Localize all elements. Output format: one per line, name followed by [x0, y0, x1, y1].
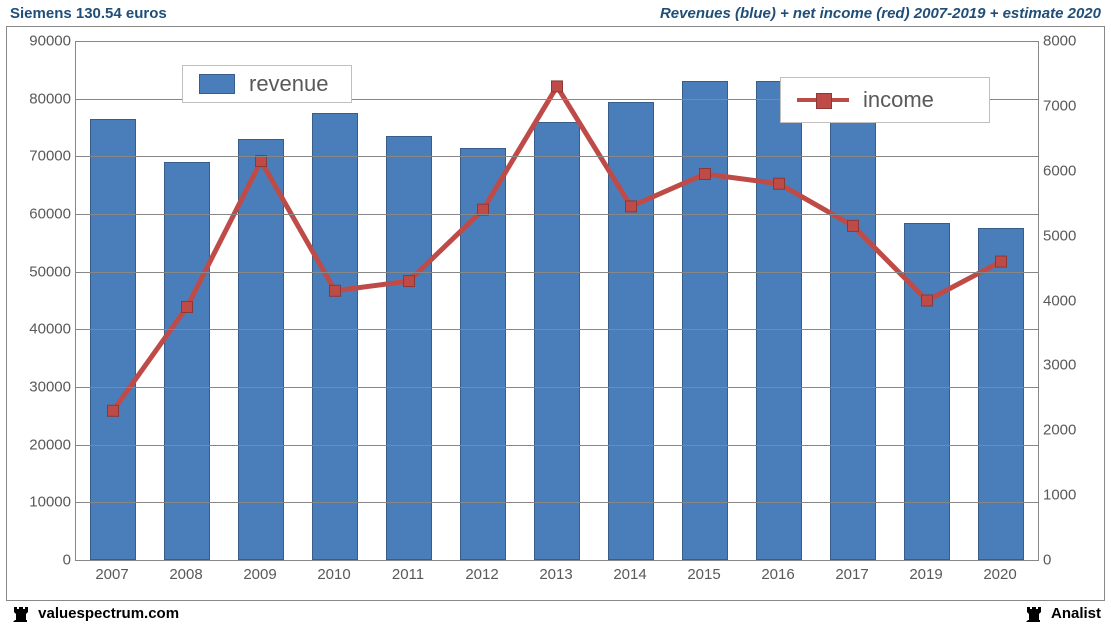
- revenue-bar: [534, 122, 580, 560]
- x-tick-label: 2012: [465, 566, 498, 583]
- footer-right-text: Analist: [1051, 605, 1101, 622]
- revenue-bar: [608, 102, 654, 560]
- y-right-tick-label: 0: [1043, 552, 1101, 569]
- x-tick-label: 2013: [539, 566, 572, 583]
- gridline: [76, 214, 1038, 215]
- gridline: [76, 445, 1038, 446]
- x-tick-label: 2020: [983, 566, 1016, 583]
- x-tick-label: 2019: [909, 566, 942, 583]
- x-tick-label: 2009: [243, 566, 276, 583]
- header-title-right: Revenues (blue) + net income (red) 2007-…: [660, 5, 1101, 22]
- footer-left-text: valuespectrum.com: [38, 605, 179, 622]
- gridline: [76, 502, 1038, 503]
- legend-income-swatch: [797, 98, 849, 102]
- y-right-tick-label: 4000: [1043, 292, 1101, 309]
- revenue-bar: [756, 81, 802, 560]
- chart-frame: revenue income 0100002000030000400005000…: [6, 26, 1105, 601]
- chart-container: Siemens 130.54 euros Revenues (blue) + n…: [0, 0, 1111, 627]
- revenue-bar: [312, 113, 358, 560]
- y-left-tick-label: 0: [13, 552, 71, 569]
- x-tick-label: 2017: [835, 566, 868, 583]
- x-tick-label: 2008: [169, 566, 202, 583]
- x-tick-label: 2015: [687, 566, 720, 583]
- x-tick-label: 2010: [317, 566, 350, 583]
- revenue-bar: [904, 223, 950, 560]
- y-right-tick-label: 2000: [1043, 422, 1101, 439]
- plot-area: revenue income: [75, 41, 1039, 561]
- header-bar: Siemens 130.54 euros Revenues (blue) + n…: [0, 0, 1111, 26]
- y-right-tick-label: 8000: [1043, 33, 1101, 50]
- x-tick-label: 2007: [95, 566, 128, 583]
- footer-right: Analist: [1023, 604, 1101, 624]
- y-left-tick-label: 30000: [13, 379, 71, 396]
- header-title-left: Siemens 130.54 euros: [10, 5, 167, 22]
- y-left-tick-label: 90000: [13, 33, 71, 50]
- revenue-bar: [978, 228, 1024, 560]
- revenue-bar: [238, 139, 284, 560]
- y-right-tick-label: 6000: [1043, 162, 1101, 179]
- y-right-tick-label: 5000: [1043, 227, 1101, 244]
- y-left-tick-label: 80000: [13, 90, 71, 107]
- gridline: [76, 387, 1038, 388]
- y-left-tick-label: 10000: [13, 494, 71, 511]
- y-left-tick-label: 60000: [13, 206, 71, 223]
- gridline: [76, 272, 1038, 273]
- revenue-bar: [682, 81, 728, 560]
- footer-left: valuespectrum.com: [10, 604, 179, 624]
- rook-icon: [1023, 604, 1043, 624]
- gridline: [76, 156, 1038, 157]
- legend-revenue-swatch: [199, 74, 235, 94]
- rook-icon: [10, 604, 30, 624]
- revenue-bar: [830, 96, 876, 560]
- y-left-tick-label: 50000: [13, 263, 71, 280]
- x-tick-label: 2014: [613, 566, 646, 583]
- footer-bar: valuespectrum.com Analist: [0, 601, 1111, 627]
- revenue-bar: [164, 162, 210, 560]
- y-left-tick-label: 70000: [13, 148, 71, 165]
- revenue-bar: [386, 136, 432, 560]
- legend-revenue: revenue: [182, 65, 352, 103]
- x-tick-label: 2016: [761, 566, 794, 583]
- gridline: [76, 41, 1038, 42]
- y-right-tick-label: 1000: [1043, 487, 1101, 504]
- y-right-tick-label: 3000: [1043, 357, 1101, 374]
- x-tick-label: 2011: [392, 566, 424, 583]
- income-marker: [552, 81, 563, 92]
- revenue-bar: [460, 148, 506, 560]
- gridline: [76, 329, 1038, 330]
- legend-income: income: [780, 77, 990, 123]
- y-left-tick-label: 40000: [13, 321, 71, 338]
- revenue-bar: [90, 119, 136, 560]
- legend-income-label: income: [863, 87, 934, 113]
- y-right-tick-label: 7000: [1043, 97, 1101, 114]
- legend-revenue-label: revenue: [249, 71, 329, 97]
- y-left-tick-label: 20000: [13, 436, 71, 453]
